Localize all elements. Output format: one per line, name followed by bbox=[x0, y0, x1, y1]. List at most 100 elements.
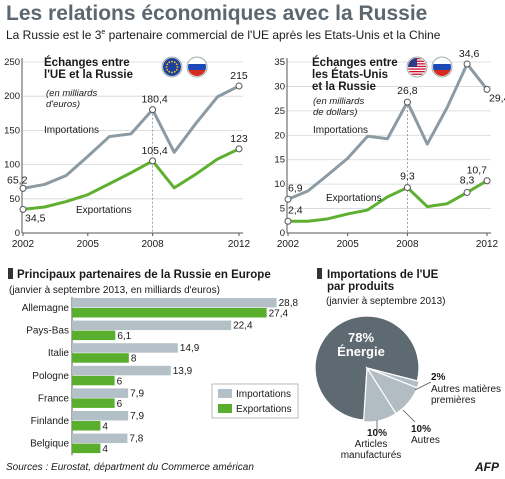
bar-value-label: 7,8 bbox=[129, 434, 143, 445]
russia-flag-white bbox=[188, 58, 206, 64]
bar-category-label: France bbox=[38, 393, 70, 404]
data-label: 2,4 bbox=[288, 204, 303, 216]
y-tick-label: 200 bbox=[4, 91, 20, 102]
data-label: 215 bbox=[230, 70, 248, 82]
x-tick-label: 2005 bbox=[337, 239, 360, 250]
eu-flag-star bbox=[166, 68, 169, 71]
subtitle-superscript: e bbox=[101, 29, 106, 36]
bar-value-label: 7,9 bbox=[130, 388, 144, 399]
pie-title-line: par produits bbox=[327, 281, 394, 293]
eu-flag-star bbox=[173, 61, 176, 64]
data-point bbox=[403, 98, 411, 106]
bar-importations bbox=[72, 298, 277, 308]
russia-flag-red bbox=[433, 70, 451, 76]
y-tick-label: 100 bbox=[4, 160, 20, 171]
pie-slice bbox=[362, 366, 397, 423]
russia-flag-white bbox=[433, 58, 451, 64]
chart-title-line: les États-Unis bbox=[312, 68, 388, 81]
eu-flag-icon bbox=[161, 56, 183, 78]
y-tick-label: 0 bbox=[280, 228, 285, 239]
eu-flag-star bbox=[165, 66, 168, 68]
eu-flag-star bbox=[171, 71, 173, 74]
y-tick-label: 5 bbox=[280, 204, 285, 215]
data-point bbox=[483, 177, 491, 185]
bar-importations bbox=[72, 343, 178, 353]
pie-label-name: manufacturés bbox=[341, 450, 402, 461]
x-tick-label: 2002 bbox=[12, 239, 35, 250]
chart-title-line: Échanges entre bbox=[44, 56, 130, 69]
russia-flag-icon bbox=[431, 56, 453, 78]
bar-category-label: Italie bbox=[48, 348, 70, 359]
line-chart-2 bbox=[284, 58, 491, 236]
bar-importations bbox=[72, 388, 129, 398]
bar-value-label: 28,8 bbox=[279, 298, 299, 309]
pie-label-value: 10% bbox=[367, 428, 387, 439]
legend-label-exportations: Exportations bbox=[236, 404, 292, 415]
data-label: 65,2 bbox=[7, 174, 28, 186]
bar-value-label: 7,9 bbox=[130, 411, 144, 422]
bar-chart-title: Principaux partenaires de la Russie en E… bbox=[17, 269, 271, 281]
pie-label-name: premières bbox=[431, 395, 475, 406]
us-flag-icon bbox=[406, 56, 428, 78]
data-point bbox=[149, 157, 157, 165]
data-point bbox=[463, 60, 471, 68]
bar-importations bbox=[72, 411, 129, 421]
series-line-exportations bbox=[22, 147, 240, 211]
eu-flag-star bbox=[173, 70, 176, 73]
afp-logo: AFP bbox=[475, 460, 499, 474]
bar-category-label: Pays-Bas bbox=[26, 326, 69, 337]
russia-flag-icon bbox=[186, 56, 208, 78]
pie-label-energie-value: 78% bbox=[348, 330, 374, 345]
bar-exportations bbox=[72, 421, 101, 431]
y-tick-label: 250 bbox=[4, 57, 20, 68]
eu-flag-field bbox=[163, 58, 181, 76]
russia-flag-blue bbox=[433, 64, 451, 70]
section-marker bbox=[317, 268, 322, 279]
series-label-exportations: Exportations bbox=[326, 193, 382, 204]
data-label: 29,4 bbox=[489, 92, 505, 104]
data-point bbox=[284, 217, 292, 225]
section-marker bbox=[8, 268, 13, 279]
bar-value-label: 4 bbox=[102, 422, 108, 433]
data-label: 9,3 bbox=[400, 171, 415, 183]
chart-unit-line: (en milliards bbox=[46, 88, 97, 99]
subtitle-text-start: La Russie est le 3 bbox=[6, 28, 102, 42]
data-point bbox=[284, 195, 292, 203]
bar-importations bbox=[72, 433, 128, 444]
bar-chart-subtitle: (janvier à septembre 2013, en milliards … bbox=[9, 285, 220, 296]
bar-chart bbox=[8, 268, 299, 456]
pie-label-value: 10% bbox=[411, 424, 431, 435]
us-flag-stripe bbox=[408, 71, 426, 73]
eu-flag-star bbox=[171, 60, 173, 63]
eu-flag-star bbox=[166, 63, 169, 66]
bar-value-label: 6 bbox=[117, 399, 123, 410]
y-tick-label: 25 bbox=[274, 106, 285, 117]
bar-value-label: 27,4 bbox=[269, 309, 289, 320]
series-line-exportations bbox=[288, 179, 488, 223]
y-tick-label: 10 bbox=[274, 179, 285, 190]
data-point bbox=[19, 184, 27, 192]
data-point bbox=[235, 145, 243, 153]
y-tick-label: 50 bbox=[9, 194, 20, 205]
subtitle-text-end: partenaire commercial de l'UE après les … bbox=[105, 28, 441, 42]
data-point bbox=[19, 205, 27, 213]
data-label: 180,4 bbox=[141, 94, 167, 106]
bar-category-label: Pologne bbox=[32, 371, 69, 382]
eu-flag-star bbox=[175, 63, 178, 66]
bar-exportations bbox=[72, 353, 129, 363]
data-label: 26,8 bbox=[397, 85, 418, 97]
bar-value-label: 6 bbox=[117, 376, 123, 387]
data-label: 123 bbox=[230, 133, 248, 145]
bar-value-label: 22,4 bbox=[233, 321, 253, 332]
series-label-importations: Importations bbox=[44, 125, 99, 136]
x-tick-label: 2005 bbox=[77, 239, 100, 250]
x-tick-label: 2008 bbox=[396, 239, 419, 250]
data-label: 6,9 bbox=[288, 182, 303, 194]
x-tick-label: 2008 bbox=[141, 239, 164, 250]
bar-value-label: 8 bbox=[131, 354, 137, 365]
eu-flag-star bbox=[175, 68, 178, 71]
chart-title-line: et la Russie bbox=[312, 81, 376, 93]
page-title: Les relations économiques avec la Russie bbox=[6, 2, 428, 25]
bar-category-label: Allemagne bbox=[22, 303, 70, 314]
pie-title-line: Importations de l'UE bbox=[327, 269, 439, 281]
